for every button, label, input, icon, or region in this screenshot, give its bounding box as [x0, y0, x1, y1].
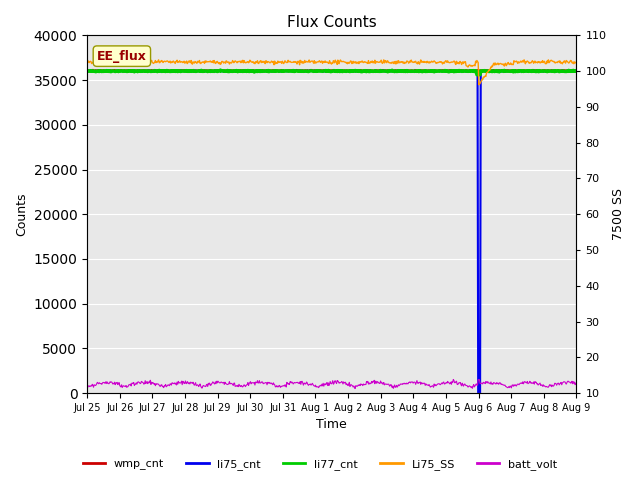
- Y-axis label: 7500 SS: 7500 SS: [612, 188, 625, 240]
- Legend: wmp_cnt, li75_cnt, li77_cnt, Li75_SS, batt_volt: wmp_cnt, li75_cnt, li77_cnt, Li75_SS, ba…: [78, 455, 562, 474]
- Title: Flux Counts: Flux Counts: [287, 15, 377, 30]
- X-axis label: Time: Time: [316, 419, 347, 432]
- Y-axis label: Counts: Counts: [15, 192, 28, 236]
- Text: EE_flux: EE_flux: [97, 49, 147, 63]
